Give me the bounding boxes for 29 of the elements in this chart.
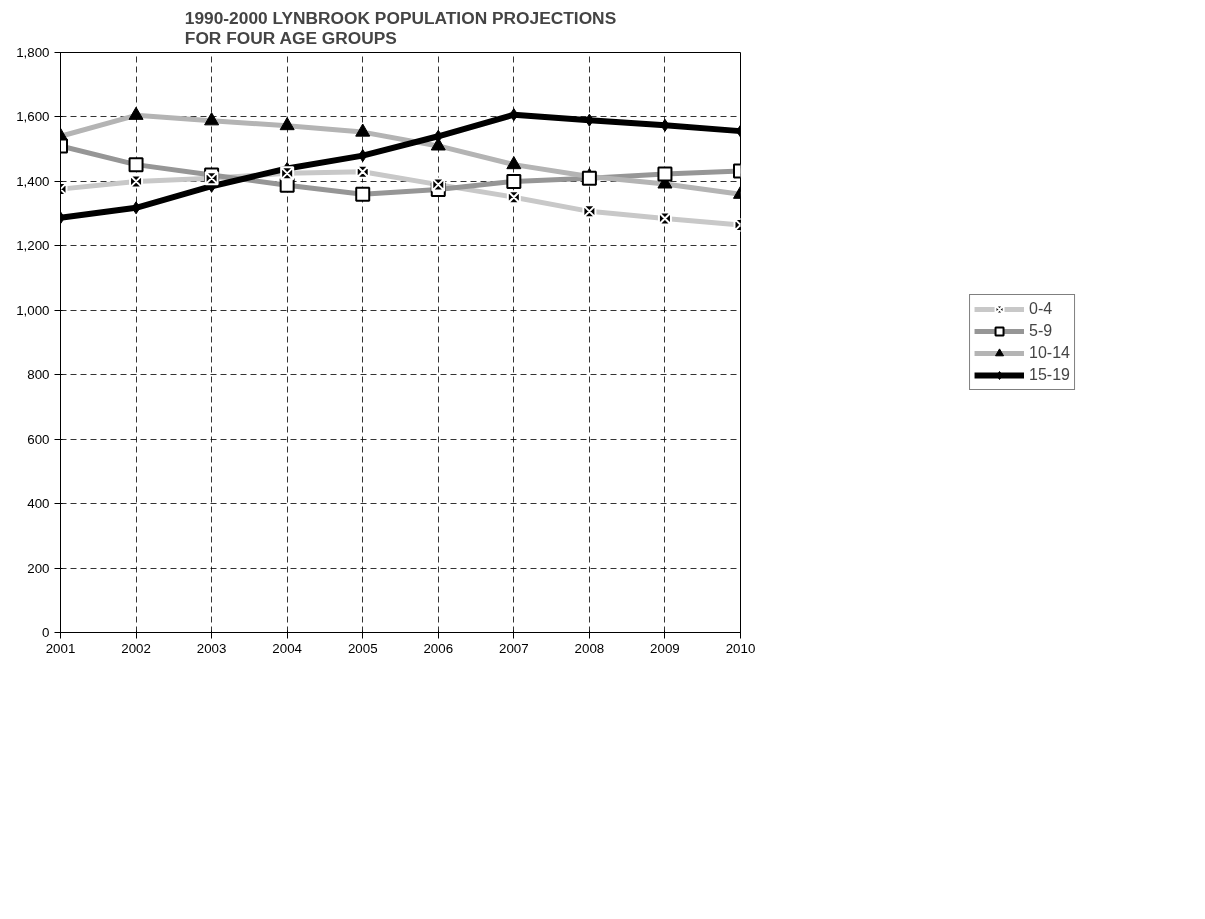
- x-tick-label: 2001: [45, 640, 76, 656]
- x-tick-label: 2004: [272, 640, 303, 656]
- y-tick-label: 400: [27, 496, 50, 512]
- x-tick-label: 2009: [650, 640, 680, 656]
- point: [131, 201, 141, 215]
- y-tick-label: 0: [42, 625, 50, 640]
- point: [509, 108, 519, 122]
- y-tick-label: 600: [27, 431, 50, 447]
- y-tick-label: 800: [27, 367, 50, 383]
- x-tick-label: 2006: [423, 640, 454, 656]
- legend-label: 15-19: [1029, 366, 1070, 384]
- x-tick-label: 2008: [574, 640, 605, 656]
- x-tick-label: 2002: [121, 640, 151, 656]
- point: [660, 118, 670, 132]
- y-tick-label: 200: [27, 560, 50, 576]
- y-tick-label: 1,400: [16, 173, 50, 189]
- x-tick-label: 2007: [499, 640, 529, 656]
- x-tick-label: 2010: [725, 640, 756, 656]
- y-tick-label: 1,800: [16, 45, 50, 60]
- point: [358, 149, 368, 163]
- y-tick-label: 1,000: [16, 302, 50, 318]
- y-tick-label: 1,200: [16, 238, 50, 254]
- legend-label: 5-9: [1029, 322, 1053, 340]
- x-tick-label: 2003: [196, 640, 227, 656]
- y-tick-label: 1,600: [16, 109, 50, 125]
- legend-label: 10-14: [1029, 344, 1070, 362]
- legend-label: 0-4: [1029, 300, 1053, 318]
- chart-title: 1990-2000 LYNBROOK POPULATION PROJECTIONS FOR FOUR AGE GROUPS: [184, 7, 617, 48]
- x-tick-label: 2005: [347, 640, 378, 656]
